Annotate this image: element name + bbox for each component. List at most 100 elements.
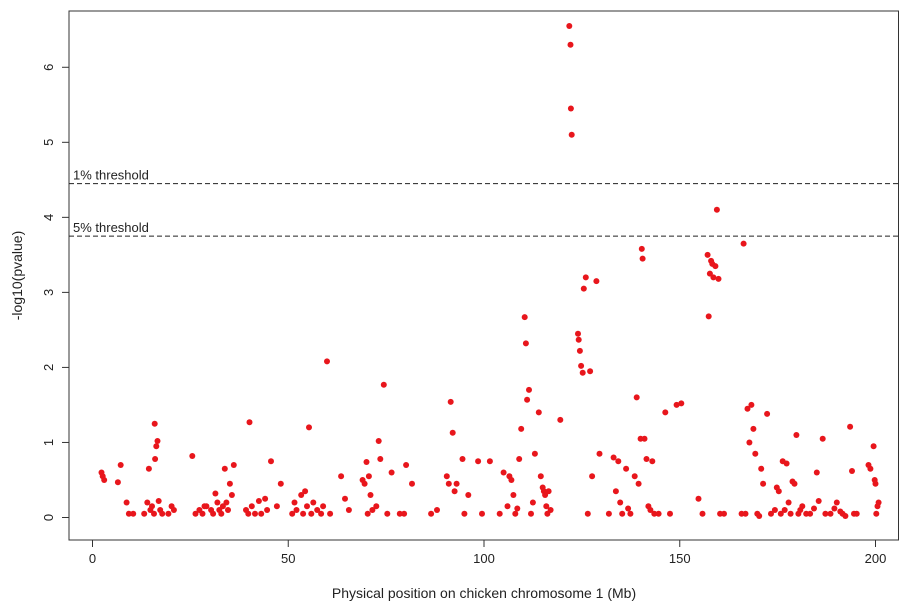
data-point: [635, 480, 642, 487]
data-point: [764, 410, 771, 417]
data-point: [811, 505, 817, 512]
data-point: [486, 458, 493, 465]
data-point: [403, 462, 410, 468]
data-point: [449, 429, 456, 436]
data-point: [576, 347, 583, 354]
data-point: [226, 480, 233, 487]
data-point: [218, 510, 225, 517]
data-point: [746, 439, 753, 446]
data-point: [114, 479, 121, 486]
plot-frame: [68, 10, 899, 541]
data-point: [758, 465, 765, 472]
x-tick-label: 100: [473, 551, 495, 566]
data-point: [631, 473, 638, 480]
data-point: [822, 510, 829, 517]
y-tick-label: 0: [41, 514, 56, 521]
data-point: [327, 510, 334, 517]
data-point: [853, 510, 860, 517]
data-point: [125, 510, 132, 517]
threshold-label: 1% threshold: [73, 168, 149, 183]
data-point: [373, 503, 380, 510]
data-point: [655, 510, 662, 517]
data-point: [575, 330, 581, 337]
data-point: [667, 510, 673, 517]
data-point: [214, 499, 221, 506]
data-point: [364, 510, 371, 517]
data-point: [230, 462, 237, 468]
plot-area: 1% threshold 5% threshold: [68, 10, 899, 541]
data-point: [345, 507, 352, 513]
data-point: [813, 469, 820, 476]
data-point: [678, 400, 685, 407]
data-point: [510, 492, 517, 498]
data-point: [154, 438, 161, 444]
data-point: [875, 499, 882, 506]
data-point: [223, 499, 230, 506]
data-point: [582, 274, 589, 281]
data-point: [453, 480, 460, 487]
data-point: [842, 513, 849, 519]
data-point: [627, 510, 634, 517]
data-point: [465, 492, 472, 498]
data-point: [384, 510, 391, 517]
data-point: [258, 510, 265, 517]
data-point: [662, 409, 669, 416]
threshold-label: 5% threshold: [73, 220, 149, 235]
data-point: [584, 510, 591, 517]
data-point: [596, 450, 603, 457]
y-tick-label: 2: [41, 364, 56, 371]
data-point: [459, 456, 466, 462]
data-point: [496, 510, 503, 517]
data-point: [302, 488, 309, 495]
data-point: [580, 285, 587, 292]
data-point: [742, 510, 749, 517]
data-point: [748, 401, 755, 408]
data-point: [447, 398, 454, 405]
data-point: [833, 499, 840, 506]
data-point: [145, 465, 152, 472]
data-point: [443, 473, 450, 480]
data-point: [367, 492, 374, 498]
data-point: [819, 435, 826, 442]
data-point: [750, 425, 757, 432]
data-point: [605, 510, 612, 517]
data-point: [189, 453, 196, 459]
data-point: [409, 480, 415, 487]
data-point: [396, 510, 403, 517]
x-axis: 0 50 100 150 200: [89, 540, 886, 566]
data-point: [593, 278, 600, 285]
data-point: [508, 477, 515, 483]
data-point: [785, 499, 792, 506]
data-point: [623, 465, 630, 472]
data-point: [715, 275, 722, 282]
data-point: [815, 498, 822, 504]
data-point: [361, 480, 368, 487]
data-point: [101, 477, 108, 483]
x-tick-label: 200: [865, 551, 887, 566]
data-point: [246, 419, 253, 426]
data-point: [524, 396, 531, 403]
data-point: [649, 458, 656, 465]
data-point: [568, 131, 575, 138]
y-tick-label: 4: [41, 214, 56, 221]
threshold-lines: 1% threshold 5% threshold: [69, 168, 899, 237]
data-point: [268, 458, 274, 465]
data-point: [543, 503, 550, 510]
data-point: [704, 251, 711, 258]
data-point: [516, 456, 523, 462]
data-point: [522, 340, 529, 347]
data-point: [610, 454, 617, 461]
data-point: [289, 510, 296, 517]
data-point: [300, 510, 307, 517]
data-point: [625, 505, 632, 512]
data-point: [479, 510, 485, 517]
data-point: [706, 270, 713, 277]
data-point: [873, 510, 880, 517]
data-point: [756, 513, 763, 519]
data-point: [363, 459, 370, 465]
data-point: [377, 456, 384, 462]
data-point: [151, 510, 157, 517]
data-point: [151, 420, 158, 427]
data-point: [192, 510, 199, 517]
data-point: [165, 510, 172, 517]
